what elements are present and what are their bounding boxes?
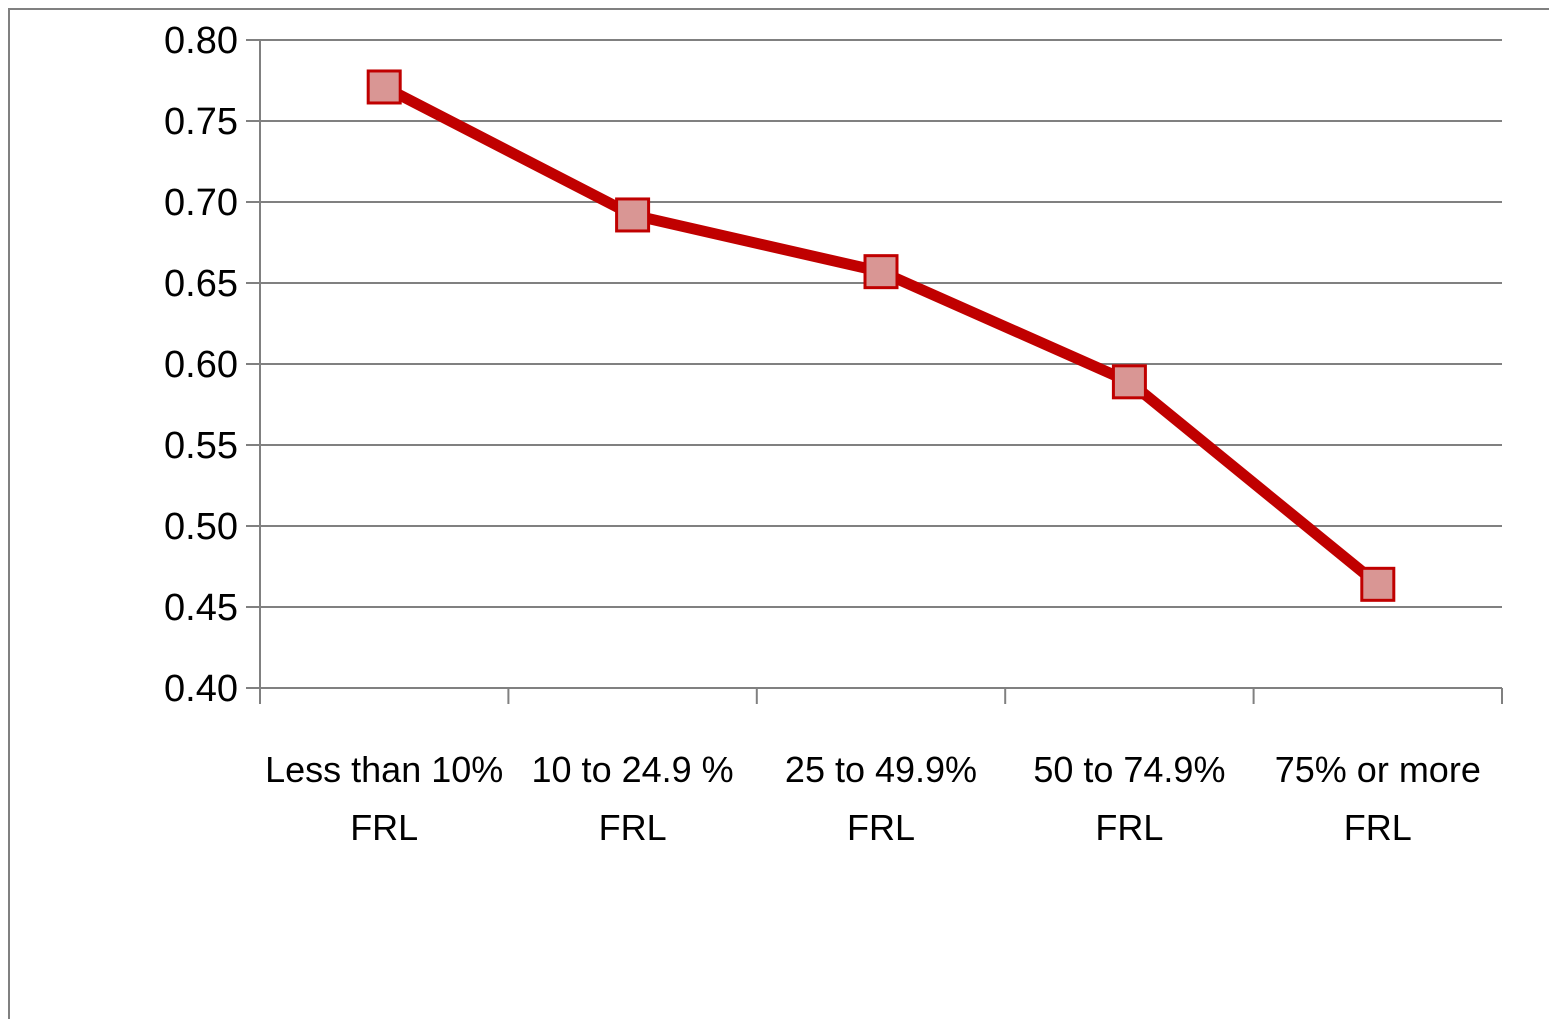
x-tick-label-line: FRL [350, 807, 418, 848]
chart-border [8, 8, 1549, 1024]
y-tick-label: 0.70 [164, 182, 238, 224]
y-tick-label: 0.80 [164, 20, 238, 62]
y-tick-label: 0.40 [164, 668, 238, 710]
x-tick-label: Less than 10% FRL [265, 749, 503, 848]
data-point-marker [1360, 566, 1396, 602]
x-tick-label-line: 25 to 49.9% [785, 749, 977, 790]
x-tick-label-line: 50 to 74.9% [1033, 749, 1225, 790]
x-tick-label-line: FRL [599, 807, 667, 848]
y-tick-label: 0.60 [164, 344, 238, 386]
y-tick-label: 0.65 [164, 263, 238, 305]
x-tick-label-line: FRL [847, 807, 915, 848]
y-tick-label: 0.45 [164, 587, 238, 629]
x-tick-label-line: Less than 10% [265, 749, 503, 790]
y-tick-label: 0.50 [164, 506, 238, 548]
x-tick-label-line: 75% or more [1275, 749, 1481, 790]
x-tick-label-line: FRL [1344, 807, 1412, 848]
x-tick-label: 10 to 24.9 % FRL [532, 749, 734, 848]
y-tick-label: 0.55 [164, 425, 238, 467]
x-tick-label: 50 to 74.9% FRL [1033, 749, 1225, 848]
x-tick-label-line: FRL [1095, 807, 1163, 848]
y-tick-label: 0.75 [164, 101, 238, 143]
x-tick-label-line: 10 to 24.9 % [532, 749, 734, 790]
data-point-marker [366, 69, 402, 105]
x-tick-label: 25 to 49.9% FRL [785, 749, 977, 848]
series-line [381, 82, 1382, 589]
data-point-marker [1111, 364, 1147, 400]
data-point-marker [615, 197, 651, 233]
data-point-marker [863, 254, 899, 290]
x-tick-label: 75% or more FRL [1275, 749, 1481, 848]
